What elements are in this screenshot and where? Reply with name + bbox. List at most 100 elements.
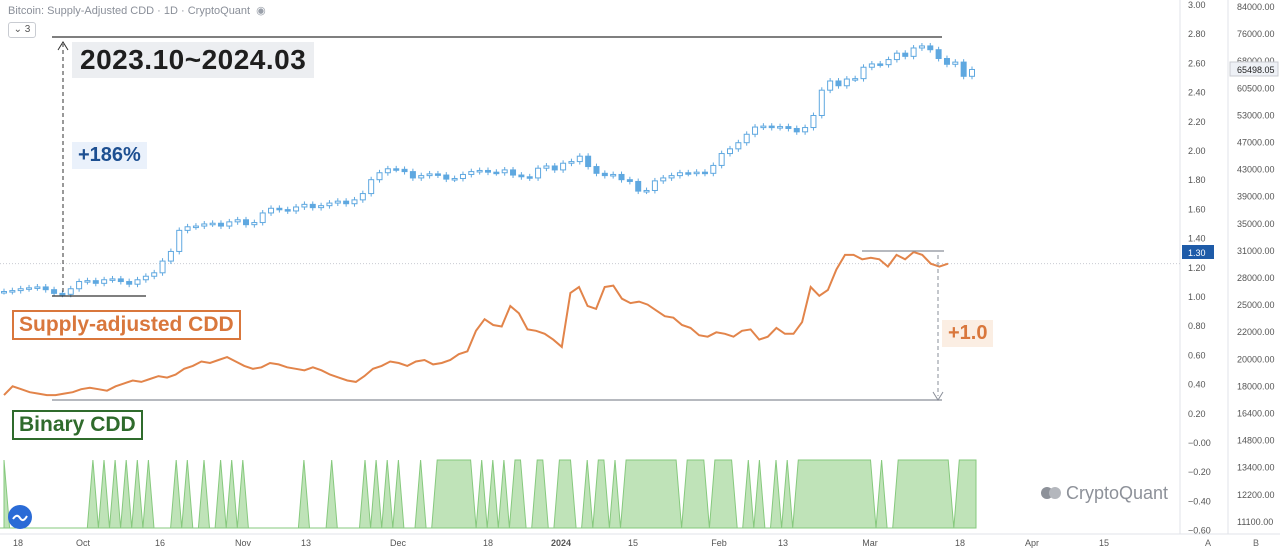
price-candle-body bbox=[418, 175, 425, 179]
x-axis-tick-label: 18 bbox=[955, 538, 965, 548]
price-candle-body bbox=[810, 114, 817, 129]
price-candle-body bbox=[535, 167, 542, 179]
price-candle-body bbox=[643, 189, 650, 193]
watermark: CryptoQuant bbox=[1040, 483, 1168, 504]
price-candle-body bbox=[593, 166, 600, 174]
price-candle-body bbox=[601, 172, 608, 177]
right-axis-tick-label: 18000.00 bbox=[1237, 381, 1275, 391]
price-change-annotation: +186% bbox=[72, 142, 147, 169]
cdd-change-annotation: +1.0 bbox=[942, 320, 994, 347]
price-candle-body bbox=[518, 174, 525, 178]
binary-cdd-area bbox=[3, 459, 977, 529]
price-candle-body bbox=[343, 200, 350, 205]
binary-cdd-label: Binary CDD bbox=[12, 410, 143, 440]
price-candle-body bbox=[126, 281, 133, 285]
right-axis-tick-label: 25000.00 bbox=[1237, 300, 1275, 310]
right-axis-tick-label: 35000.00 bbox=[1237, 219, 1275, 229]
price-candle-body bbox=[276, 207, 283, 211]
price-candle-body bbox=[835, 80, 842, 87]
price-candle-body bbox=[551, 165, 558, 171]
price-candle-body bbox=[893, 52, 900, 61]
watermark-text: CryptoQuant bbox=[1066, 483, 1169, 503]
price-candle-body bbox=[151, 272, 158, 277]
price-candle-body bbox=[468, 171, 475, 175]
right-axis-tick-label: 60500.00 bbox=[1237, 83, 1275, 93]
x-axis-tick-label: 13 bbox=[778, 538, 788, 548]
price-candle-body bbox=[668, 175, 675, 179]
supply-adjusted-cdd-line bbox=[3, 250, 949, 397]
price-candle-body bbox=[109, 278, 116, 281]
price-candle-body bbox=[134, 279, 141, 285]
price-candle-body bbox=[860, 66, 867, 80]
price-candle-body bbox=[485, 169, 491, 173]
price-candle-body bbox=[42, 286, 49, 291]
price-candle-body bbox=[918, 45, 925, 49]
price-candle-body bbox=[318, 205, 325, 209]
auto-scale-button[interactable]: A bbox=[1205, 538, 1212, 548]
price-candle-body bbox=[17, 288, 24, 292]
price-candle-body bbox=[376, 172, 383, 181]
price-candle-body bbox=[259, 212, 266, 224]
price-candle-body bbox=[743, 133, 750, 144]
left-axis-tick-label: 2.60 bbox=[1188, 58, 1206, 68]
price-candle-body bbox=[910, 47, 917, 57]
price-candle-body bbox=[251, 222, 258, 226]
x-axis-tick-label: Mar bbox=[862, 538, 878, 548]
price-candle-body bbox=[560, 162, 567, 171]
left-axis-tick-label: 0.20 bbox=[1188, 409, 1206, 419]
price-candle-body bbox=[576, 155, 583, 163]
price-candle-body bbox=[651, 180, 658, 191]
chart-title-text: Bitcoin: Supply-Adjusted CDD · 1D · Cryp… bbox=[8, 5, 251, 17]
price-candle-body bbox=[243, 219, 249, 226]
price-candle-body bbox=[284, 209, 291, 212]
left-axis-tick-label: 2.40 bbox=[1188, 88, 1206, 98]
price-candle-body bbox=[268, 207, 275, 214]
price-candle-body bbox=[752, 126, 759, 135]
price-candle-body bbox=[184, 226, 191, 231]
price-candle-body bbox=[393, 168, 400, 171]
left-axis-tick-label: 2.80 bbox=[1188, 29, 1206, 39]
right-axis-tick-label: 53000.00 bbox=[1237, 110, 1275, 120]
tradingview-logo-icon[interactable] bbox=[8, 505, 32, 529]
price-candles bbox=[1, 42, 975, 298]
left-axis-current-tag bbox=[1182, 245, 1214, 259]
price-candle-body bbox=[568, 161, 575, 164]
price-candle-body bbox=[34, 286, 41, 289]
right-axis-current-value: 65498.05 bbox=[1237, 65, 1275, 75]
price-candle-body bbox=[676, 172, 683, 177]
price-candle-body bbox=[201, 223, 208, 227]
price-candle-body bbox=[459, 173, 466, 180]
x-axis-tick-label: Oct bbox=[76, 538, 91, 548]
x-axis-tick-label: Feb bbox=[711, 538, 727, 548]
left-axis-tick-label: 1.20 bbox=[1188, 263, 1206, 273]
right-axis-tick-label: 22000.00 bbox=[1237, 327, 1275, 337]
price-candle-body bbox=[309, 203, 316, 209]
price-candle-body bbox=[209, 222, 216, 226]
price-candle-body bbox=[802, 127, 809, 133]
collapse-button[interactable]: ⌄ 3 bbox=[8, 22, 36, 38]
price-candle-body bbox=[443, 174, 450, 180]
right-axis-tick-label: 20000.00 bbox=[1237, 354, 1275, 364]
price-candle-body bbox=[618, 173, 625, 181]
price-candle-body bbox=[67, 288, 74, 295]
x-axis-tick-label: 16 bbox=[155, 538, 165, 548]
right-axis-current-tag bbox=[1229, 61, 1279, 77]
left-axis-tick-label: 1.60 bbox=[1188, 204, 1206, 214]
price-candle-body bbox=[51, 289, 58, 294]
price-candle-body bbox=[84, 280, 91, 283]
price-candle-body bbox=[827, 80, 834, 91]
price-candle-body bbox=[368, 179, 375, 195]
log-scale-button[interactable]: B bbox=[1253, 538, 1260, 548]
x-axis-tick-label: Dec bbox=[390, 538, 407, 548]
price-candle-body bbox=[326, 202, 333, 207]
eye-icon[interactable]: ◉ bbox=[256, 5, 266, 17]
left-axis-tick-label: −0.60 bbox=[1188, 526, 1211, 536]
left-axis-current-value: 1.30 bbox=[1188, 248, 1206, 258]
right-axis-tick-label: 47000.00 bbox=[1237, 138, 1275, 148]
price-candle-body bbox=[334, 200, 341, 204]
price-candle-body bbox=[793, 127, 800, 133]
price-candle-body bbox=[718, 153, 725, 166]
right-axis-tick-label: 13400.00 bbox=[1237, 463, 1275, 473]
